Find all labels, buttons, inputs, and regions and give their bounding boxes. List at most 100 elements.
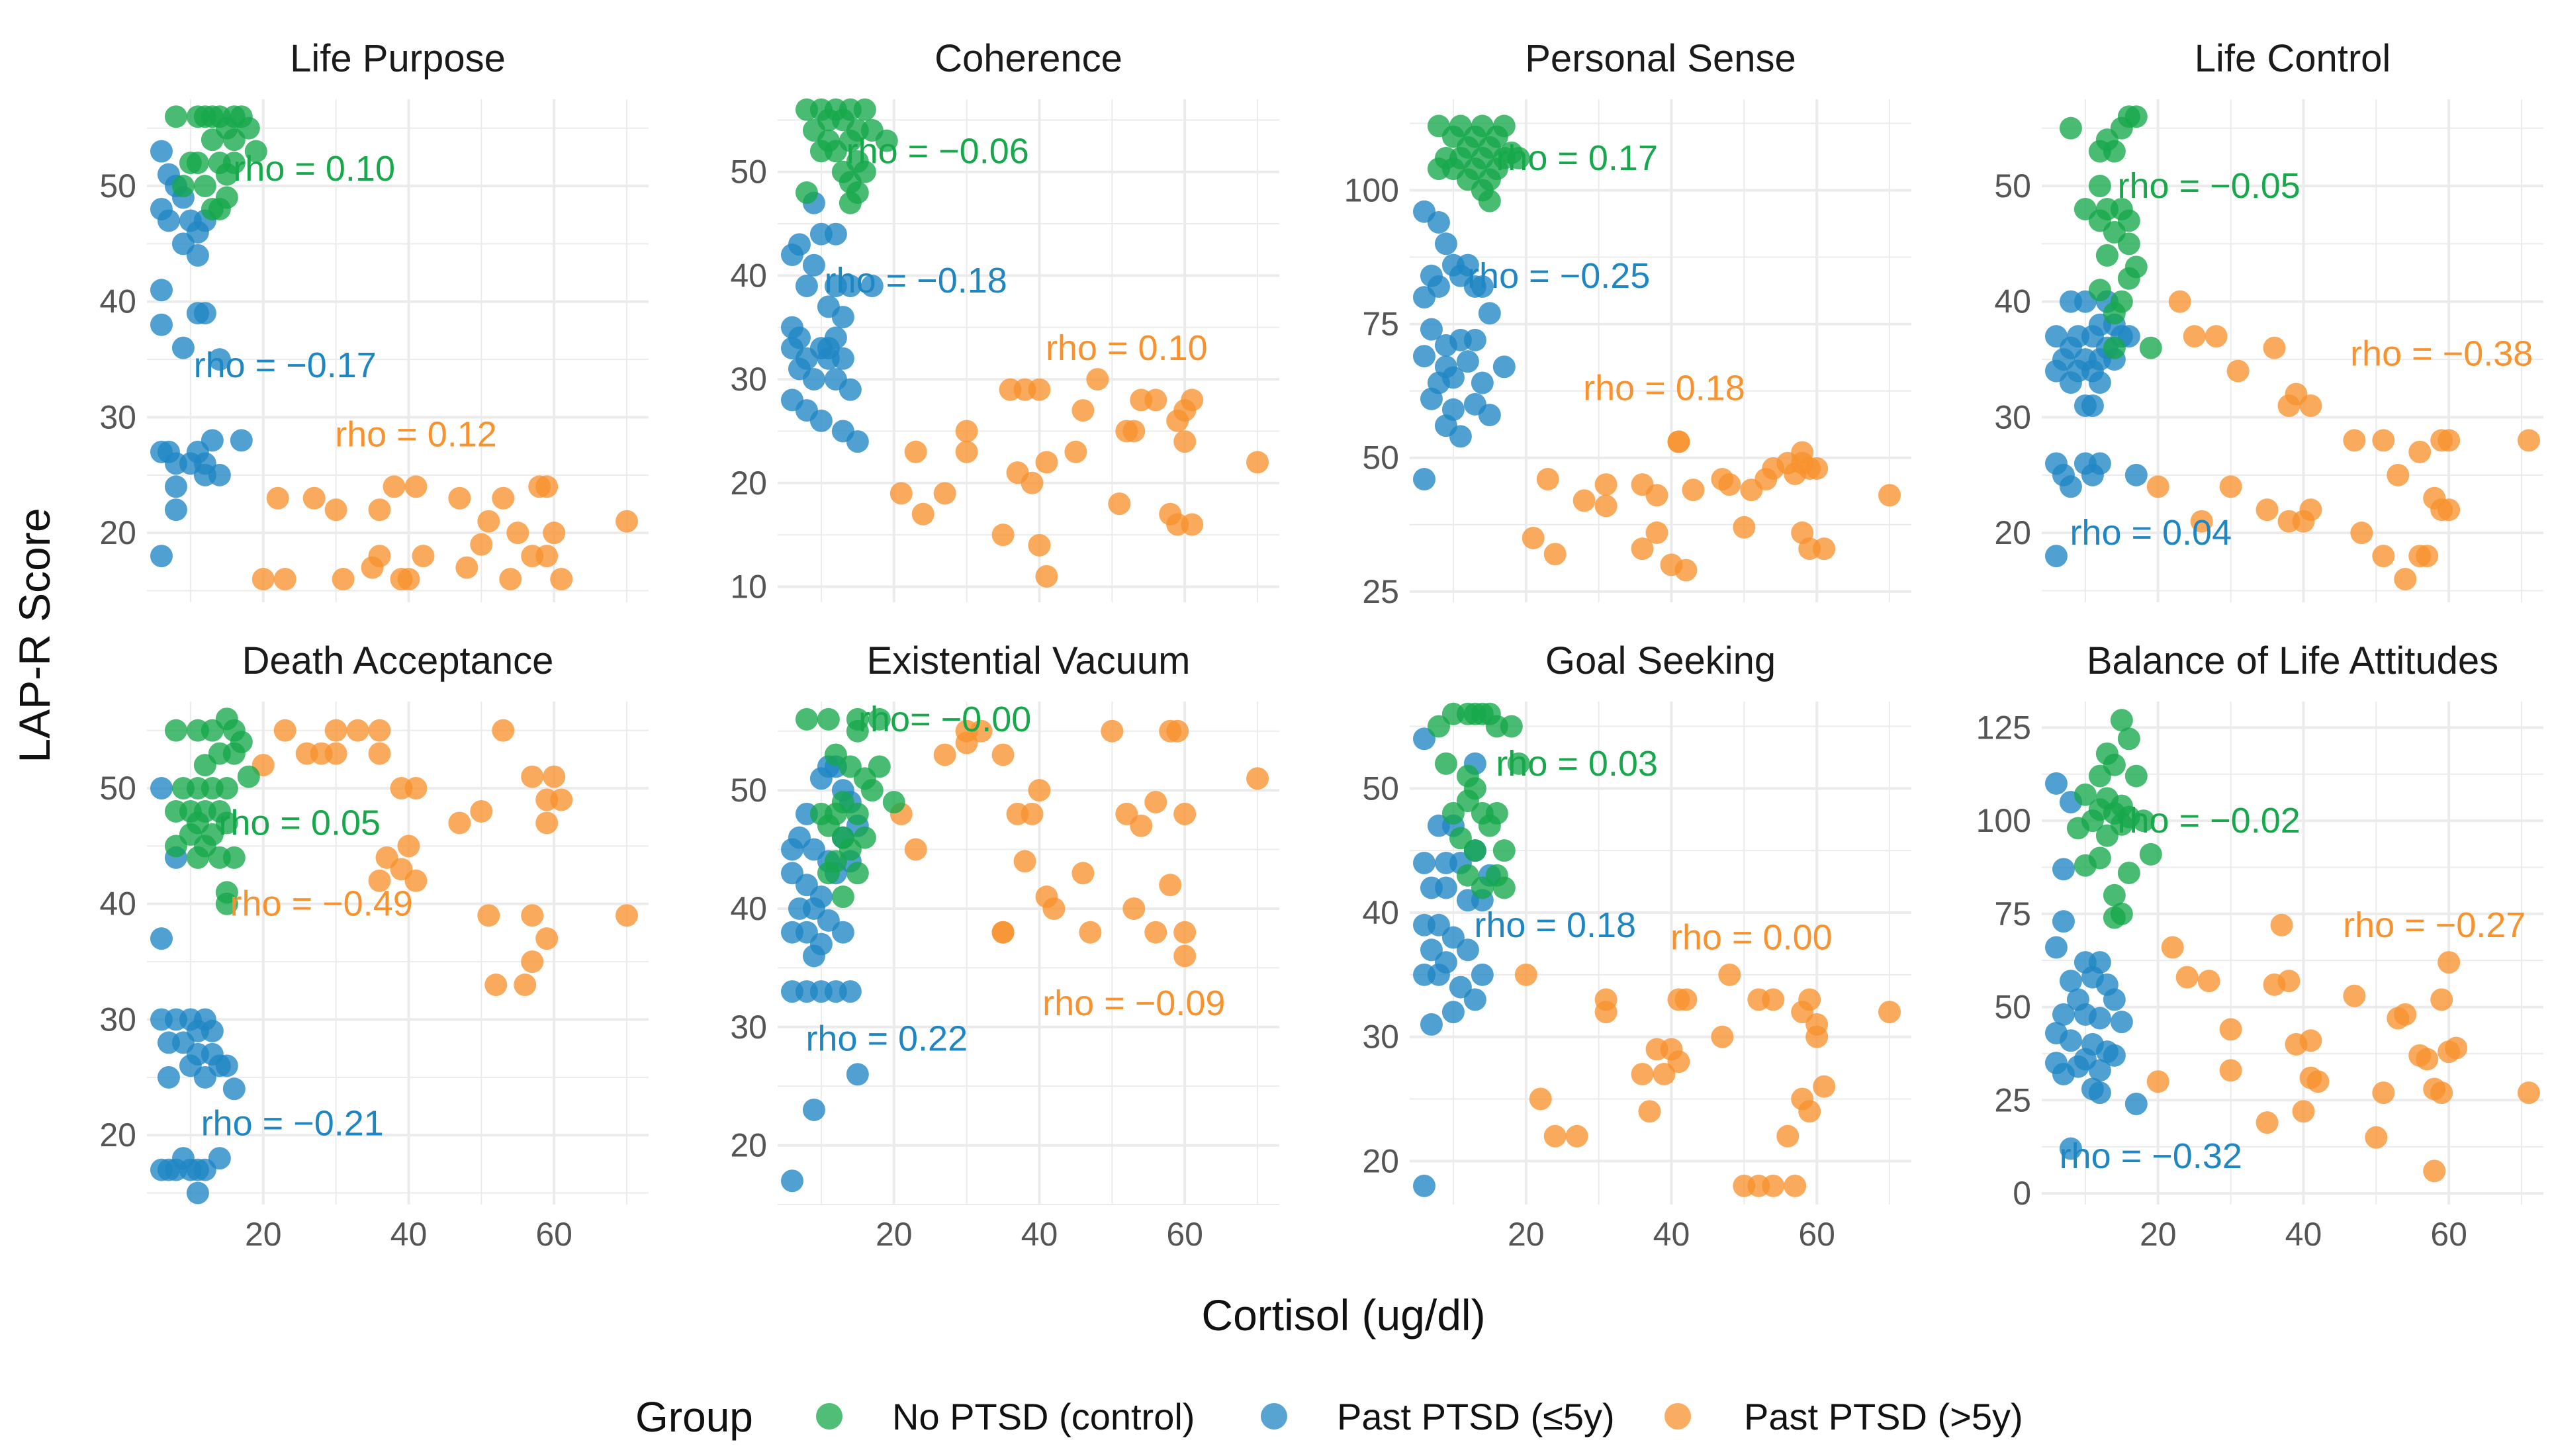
point-recent <box>2088 1059 2111 1082</box>
point-recent <box>2044 772 2068 795</box>
x-tick-label: 40 <box>2285 1216 2322 1253</box>
rho-label-control: rho= −0.00 <box>858 700 1031 739</box>
point-recent <box>839 275 862 298</box>
point-remote <box>397 835 420 858</box>
point-remote <box>470 799 493 823</box>
y-tick-label: 75 <box>1362 306 1399 343</box>
point-remote <box>1682 478 1705 502</box>
panel-title: Personal Sense <box>1525 37 1796 80</box>
grid <box>1410 702 1911 1205</box>
point-control <box>2103 140 2126 163</box>
point-recent <box>1427 210 1450 234</box>
point-recent <box>208 1147 231 1170</box>
panel-personal-sense: Personal Sense 25 50 75 100 rho = 0.17 rho = −… <box>1344 37 1911 610</box>
point-control <box>2059 116 2082 140</box>
point-control <box>853 826 876 849</box>
point-recent <box>860 275 884 298</box>
point-remote <box>1108 492 1131 516</box>
y-tick-label: 30 <box>99 1001 136 1038</box>
point-recent <box>157 440 180 463</box>
y-tick-label: 40 <box>99 283 136 320</box>
point-recent <box>1456 350 1479 373</box>
point-control <box>2117 861 2140 884</box>
point-remote <box>1805 457 1829 480</box>
point-remote <box>470 533 493 556</box>
point-remote <box>2197 970 2220 993</box>
point-recent <box>186 244 209 267</box>
point-recent <box>2103 1044 2126 1067</box>
point-control <box>839 191 862 214</box>
point-remote <box>492 719 515 742</box>
point-remote <box>448 486 471 510</box>
grid <box>1410 99 1911 602</box>
point-recent <box>150 279 173 302</box>
point-remote <box>1173 802 1197 825</box>
point-remote <box>368 742 391 765</box>
point-remote <box>1071 862 1095 885</box>
point-control <box>2139 336 2162 359</box>
point-recent <box>2103 988 2126 1011</box>
point-remote <box>1522 526 1545 549</box>
point-remote <box>1667 430 1690 453</box>
rho-label-remote: rho = −0.49 <box>230 884 413 924</box>
series-recent <box>1412 727 1501 1197</box>
point-remote <box>2306 1070 2330 1093</box>
x-tick-label: 20 <box>245 1216 282 1253</box>
panel-existential-vacuum: Existential Vacuum 20 30 40 50 20 40 60 rho= −0.… <box>730 639 1279 1253</box>
point-remote <box>2256 1111 2279 1134</box>
point-control <box>215 892 238 915</box>
point-remote <box>543 765 566 788</box>
series-remote <box>889 719 1269 968</box>
point-remote <box>1784 1174 1807 1197</box>
point-recent <box>2081 394 2104 417</box>
point-remote <box>383 475 406 498</box>
point-remote <box>904 838 927 861</box>
point-control <box>875 129 898 152</box>
point-remote <box>933 743 956 766</box>
point-remote <box>1144 388 1167 412</box>
panel-title: Life Purpose <box>290 37 506 80</box>
point-remote <box>1035 451 1058 474</box>
point-remote <box>1122 897 1146 920</box>
point-control <box>1507 752 1530 775</box>
series-control <box>795 98 898 214</box>
point-remote <box>1013 850 1036 873</box>
panel-title: Life Control <box>2195 37 2391 80</box>
series-recent <box>2044 772 2148 1160</box>
point-remote <box>1042 897 1066 920</box>
point-remote <box>324 498 347 522</box>
point-remote <box>1878 484 1901 507</box>
legend-key-recent <box>1261 1403 1287 1430</box>
y-tick-label: 30 <box>1362 1019 1399 1056</box>
point-control <box>817 707 840 731</box>
point-remote <box>2438 498 2461 522</box>
point-recent <box>2059 970 2082 993</box>
point-remote <box>1514 963 1537 986</box>
x-tick-label: 20 <box>1508 1216 1545 1253</box>
panel-death-acceptance: Death Acceptance 20 30 40 50 20 40 60 rho = 0.05… <box>99 639 649 1253</box>
point-control <box>222 742 246 765</box>
point-remote <box>991 921 1015 944</box>
point-remote <box>477 904 500 927</box>
point-recent <box>2044 936 2068 959</box>
point-remote <box>1101 719 1124 743</box>
point-recent <box>164 475 187 498</box>
point-control <box>824 140 847 163</box>
y-tick-label: 50 <box>1362 770 1399 807</box>
point-remote <box>1079 921 1102 944</box>
point-control <box>179 152 202 175</box>
point-control <box>1478 814 1501 837</box>
point-remote <box>2416 1048 2439 1071</box>
y-tick-label: 40 <box>1994 283 2031 320</box>
y-tick-label: 50 <box>99 770 136 807</box>
point-recent <box>164 498 187 522</box>
point-remote <box>2394 1003 2417 1026</box>
point-remote <box>1798 1100 1821 1123</box>
series-remote <box>889 368 1269 588</box>
point-recent <box>809 222 833 246</box>
series-remote <box>2146 913 2541 1183</box>
point-recent <box>780 244 803 267</box>
panel-balance-of-life-attitudes: Balance of Life Attitudes 0 25 50 75 100 125 20… <box>1976 639 2543 1253</box>
point-control <box>215 777 238 800</box>
series-control <box>164 105 267 220</box>
